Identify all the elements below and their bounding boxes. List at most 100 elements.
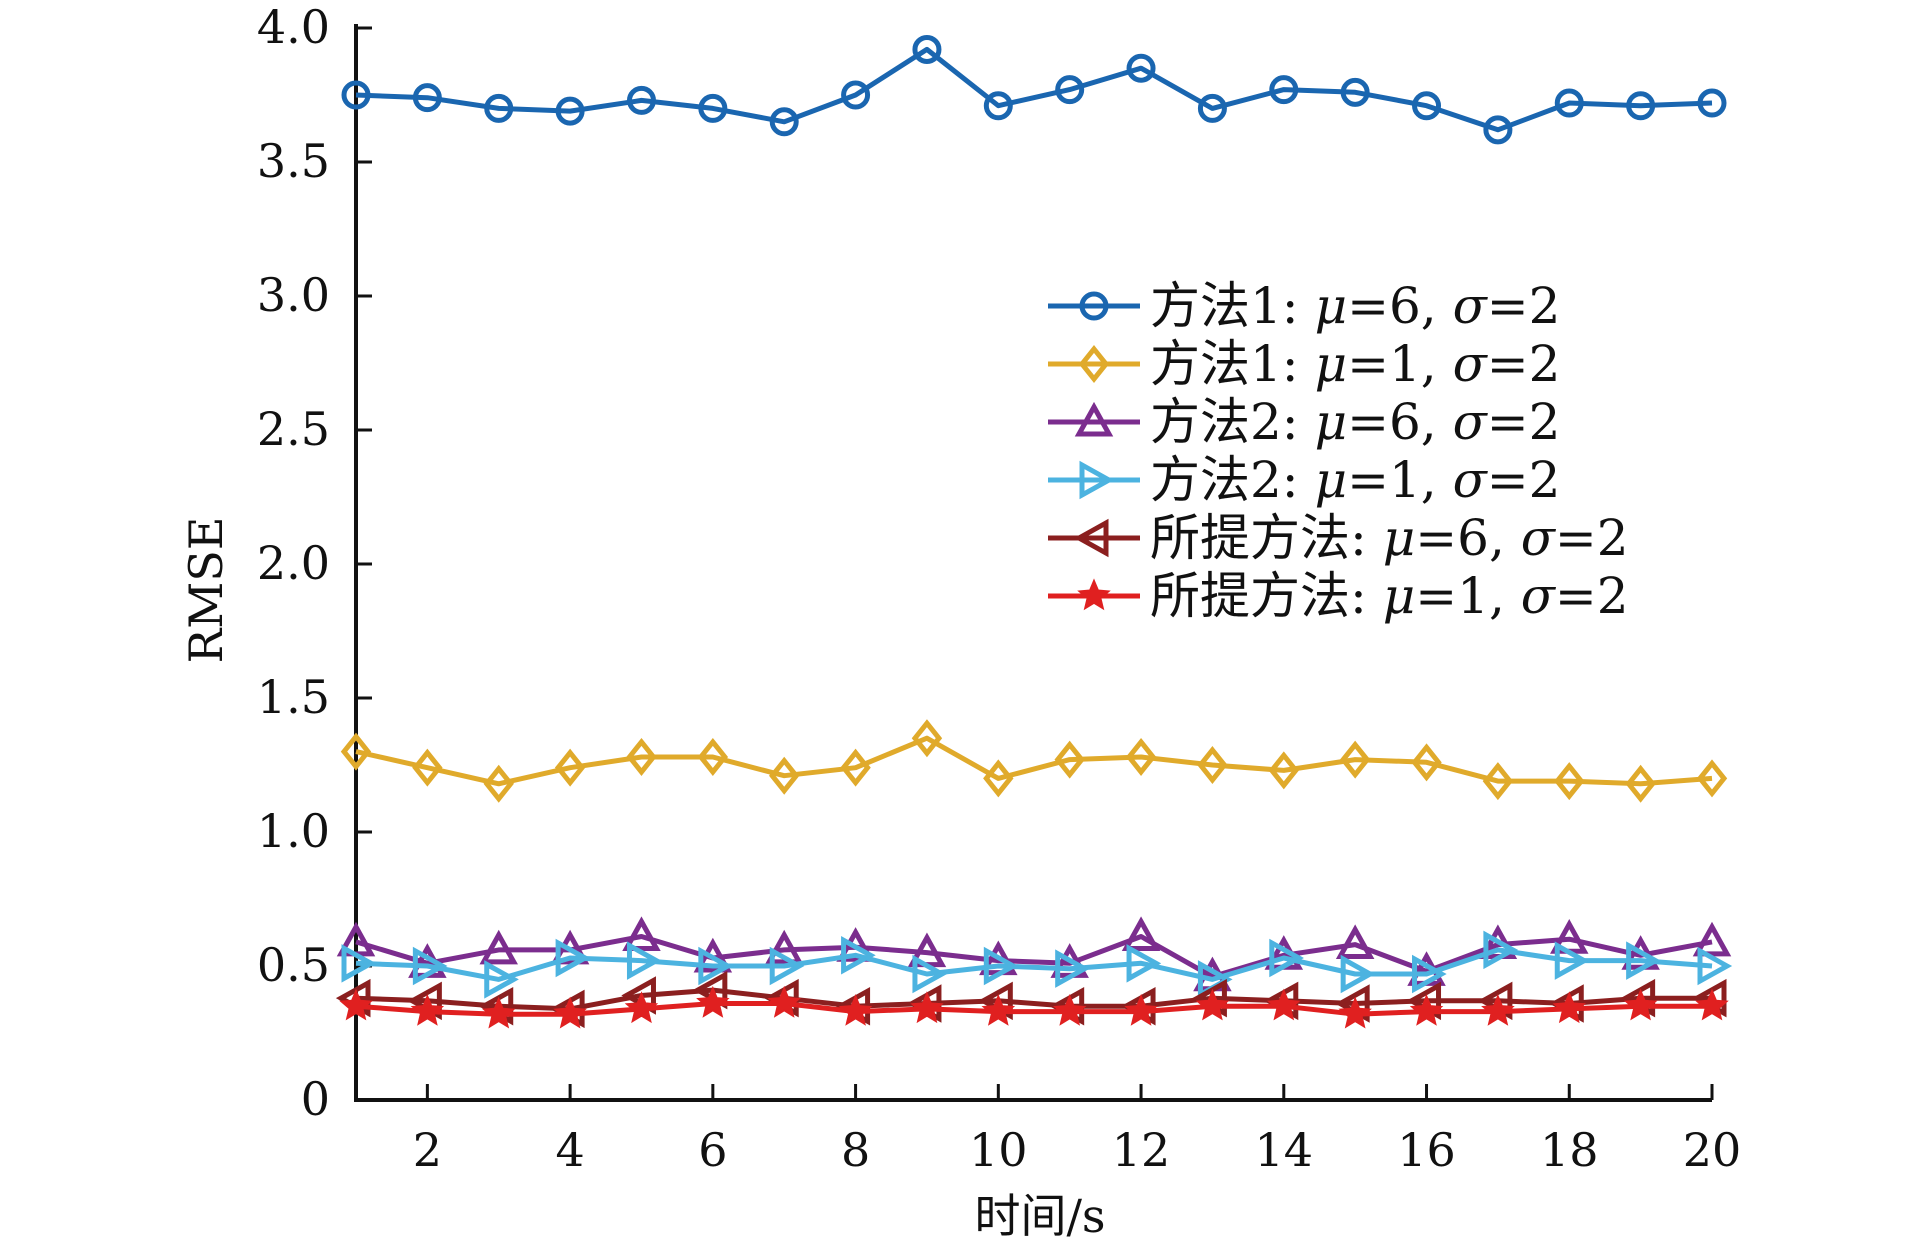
data-point [412, 748, 443, 787]
data-point [764, 929, 804, 965]
data-point [1195, 988, 1230, 1021]
data-point [341, 80, 371, 110]
data-point [1125, 737, 1157, 776]
series-6 [339, 985, 1729, 1029]
y-tick-label: 3.5 [257, 134, 330, 188]
data-point [911, 719, 943, 758]
data-point [1121, 916, 1161, 952]
series-2 [340, 719, 1728, 803]
y-axis-ticks: 0 0.5 1.0 1.5 2.0 2.5 3.0 3.5 4.0 [257, 0, 372, 1126]
data-point [1335, 924, 1375, 960]
data-point [341, 944, 377, 983]
x-tick-label: 20 [1683, 1123, 1742, 1177]
data-point [626, 737, 657, 776]
data-point [698, 93, 728, 123]
y-tick-label: 2.0 [257, 536, 330, 590]
legend-swatch-marker [1074, 401, 1114, 437]
data-point [1697, 88, 1727, 118]
data-point [838, 993, 873, 1026]
data-point [482, 996, 516, 1029]
data-point [769, 107, 799, 137]
data-point [1409, 993, 1444, 1026]
x-tick-label: 14 [1255, 1123, 1314, 1177]
legend-item: 所提方法: μ=1, σ=2 [1048, 567, 1629, 625]
data-point [412, 83, 442, 113]
data-point [1340, 954, 1376, 994]
data-point [1692, 921, 1732, 957]
data-point [910, 991, 944, 1024]
x-tick-label: 10 [969, 1123, 1028, 1177]
legend-label: 所提方法: μ=6, σ=2 [1150, 509, 1629, 567]
data-point [412, 946, 448, 986]
data-point [622, 916, 661, 952]
x-axis-ticks: 2 4 6 8 10 12 14 16 18 20 [413, 1084, 1742, 1177]
y-tick-label: 0 [301, 1072, 330, 1126]
x-tick-label: 18 [1540, 1123, 1599, 1177]
x-tick-label: 6 [698, 1123, 727, 1177]
data-point [1411, 743, 1442, 782]
legend-swatch-marker [1073, 518, 1109, 558]
data-point [693, 937, 733, 973]
data-point [769, 756, 800, 795]
data-point [1197, 745, 1228, 785]
legend-item: 方法1: μ=6, σ=2 [1048, 277, 1560, 335]
data-point [1483, 930, 1519, 970]
data-point [841, 936, 876, 975]
data-point [555, 938, 591, 978]
data-point [1625, 764, 1656, 803]
x-tick-label: 16 [1397, 1123, 1456, 1177]
data-point [767, 985, 801, 1018]
series-line [355, 1001, 1712, 1017]
legend-label: 方法2: μ=6, σ=2 [1150, 393, 1560, 451]
data-point [1052, 994, 1087, 1026]
data-point [1554, 762, 1585, 801]
y-tick-label: 4.0 [257, 0, 330, 54]
data-point [697, 737, 729, 776]
data-point [1623, 988, 1658, 1021]
y-tick-label: 1.5 [257, 670, 330, 724]
data-point [484, 93, 514, 123]
data-point [1054, 740, 1085, 779]
data-point [1055, 949, 1090, 988]
data-point [1126, 944, 1162, 983]
data-point [1695, 988, 1729, 1021]
data-point [840, 748, 871, 787]
data-point [484, 960, 519, 999]
data-point [1552, 991, 1586, 1024]
data-point [983, 946, 1019, 986]
legend-item: 方法2: μ=1, σ=2 [1048, 451, 1560, 509]
data-point [912, 34, 942, 64]
legend-swatch-marker [1079, 460, 1115, 500]
data-point [1696, 759, 1728, 798]
x-tick-label: 8 [841, 1123, 870, 1177]
legend-swatch-marker [1077, 578, 1111, 611]
legend-label: 方法1: μ=1, σ=2 [1150, 335, 1560, 393]
data-point [626, 941, 662, 980]
data-point [1339, 740, 1371, 779]
data-point [698, 946, 733, 986]
y-tick-label: 3.0 [257, 268, 330, 322]
data-point [550, 929, 590, 965]
y-tick-label: 0.5 [257, 938, 330, 992]
data-point [339, 988, 373, 1021]
data-point [1626, 91, 1656, 121]
series-1 [341, 34, 1727, 145]
data-point [340, 732, 372, 771]
data-point [626, 85, 656, 115]
data-point [1126, 53, 1156, 83]
data-point [555, 96, 585, 126]
legend-label: 所提方法: μ=1, σ=2 [1150, 567, 1629, 625]
legend-label: 方法2: μ=1, σ=2 [1150, 451, 1560, 509]
data-point [1340, 77, 1370, 107]
series-group [335, 34, 1733, 1029]
data-point [1483, 115, 1513, 145]
legend-item: 方法1: μ=1, σ=2 [1048, 335, 1560, 393]
x-tick-label: 2 [413, 1123, 442, 1177]
data-point [1482, 762, 1514, 801]
data-point [1481, 994, 1515, 1026]
data-point [981, 994, 1016, 1026]
data-point [1626, 941, 1661, 980]
data-point [1554, 941, 1590, 980]
